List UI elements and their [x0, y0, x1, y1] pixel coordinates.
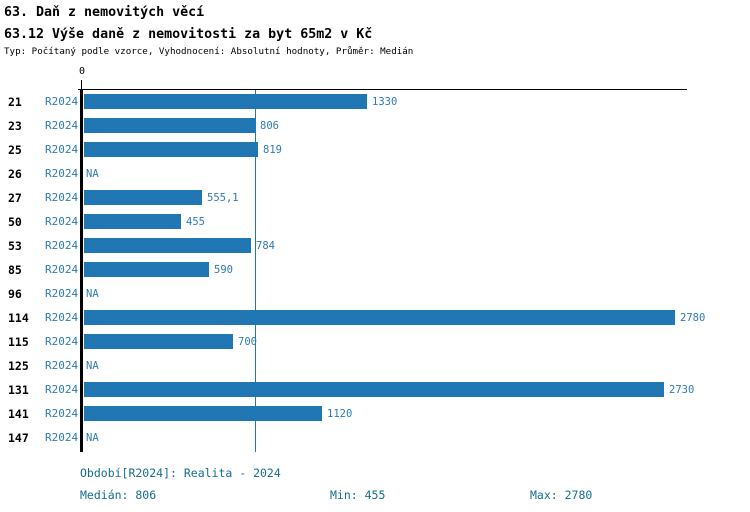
chart-subtitle: 63.12 Výše daně z nemovitosti za byt 65m… — [4, 27, 373, 42]
value-bar — [84, 94, 367, 109]
bar-value-label: 1120 — [327, 408, 353, 420]
row-period-label: R2024 — [45, 431, 79, 444]
bar-value-label: 2730 — [669, 384, 695, 396]
x-axis-zero-tick — [81, 80, 82, 89]
row-period-label: R2024 — [45, 191, 79, 204]
bar-value-label: 455 — [186, 216, 205, 228]
value-bar — [84, 142, 258, 157]
median-reference-line — [255, 90, 256, 452]
value-bar — [84, 262, 209, 277]
bar-row: 131 R2024 2730 — [0, 378, 750, 402]
row-category-label: 26 — [8, 167, 22, 181]
y-axis-line — [80, 89, 83, 452]
bar-row: 141 R2024 1120 — [0, 402, 750, 426]
row-category-label: 96 — [8, 287, 22, 301]
bar-row: 114 R2024 2780 — [0, 306, 750, 330]
row-period-label: R2024 — [45, 287, 79, 300]
bar-row: 115 R2024 700 — [0, 330, 750, 354]
row-period-label: R2024 — [45, 239, 79, 252]
bar-row: 50 R2024 455 — [0, 210, 750, 234]
na-value-label: NA — [86, 432, 99, 444]
row-category-label: 53 — [8, 239, 22, 253]
bar-row: 85 R2024 590 — [0, 258, 750, 282]
bar-value-label: 784 — [256, 240, 275, 252]
value-bar — [84, 310, 675, 325]
bar-row: 53 R2024 784 — [0, 234, 750, 258]
row-category-label: 115 — [8, 335, 29, 349]
row-period-label: R2024 — [45, 407, 79, 420]
value-bar — [84, 118, 255, 133]
na-value-label: NA — [86, 288, 99, 300]
value-bar — [84, 190, 202, 205]
row-period-label: R2024 — [45, 311, 79, 324]
bar-value-label: 1330 — [372, 96, 398, 108]
footer-median-stat: Medián: 806 — [80, 488, 157, 502]
chart-title: 63. Daň z nemovitých věcí — [4, 5, 205, 20]
row-period-label: R2024 — [45, 167, 79, 180]
footer-min-stat: Min: 455 — [330, 488, 386, 502]
value-bar — [84, 406, 322, 421]
row-period-label: R2024 — [45, 119, 79, 132]
row-period-label: R2024 — [45, 95, 79, 108]
footer-period-label: Období[R2024]: Realita - 2024 — [80, 466, 281, 480]
row-category-label: 50 — [8, 215, 22, 229]
bar-row: 21 R2024 1330 — [0, 90, 750, 114]
bar-row: 147 R2024 NA — [0, 426, 750, 450]
row-period-label: R2024 — [45, 215, 79, 228]
bar-row: 25 R2024 819 — [0, 138, 750, 162]
footer-max-stat: Max: 2780 — [530, 488, 593, 502]
value-bar — [84, 382, 664, 397]
row-period-label: R2024 — [45, 335, 79, 348]
row-category-label: 85 — [8, 263, 22, 277]
row-period-label: R2024 — [45, 143, 79, 156]
row-category-label: 25 — [8, 143, 22, 157]
x-axis-line — [78, 89, 687, 90]
row-category-label: 23 — [8, 119, 22, 133]
value-bar — [84, 214, 181, 229]
chart-meta-info: Typ: Počítaný podle vzorce, Vyhodnocení:… — [4, 46, 414, 57]
row-category-label: 147 — [8, 431, 29, 445]
row-category-label: 125 — [8, 359, 29, 373]
bar-value-label: 819 — [263, 144, 282, 156]
bar-row: 27 R2024 555,1 — [0, 186, 750, 210]
bar-row: 26 R2024 NA — [0, 162, 750, 186]
row-category-label: 114 — [8, 311, 29, 325]
bar-value-label: 2780 — [680, 312, 706, 324]
na-value-label: NA — [86, 360, 99, 372]
na-value-label: NA — [86, 168, 99, 180]
row-period-label: R2024 — [45, 383, 79, 396]
row-category-label: 131 — [8, 383, 29, 397]
row-category-label: 27 — [8, 191, 22, 205]
bar-value-label: 555,1 — [207, 192, 239, 204]
x-axis-zero-tick-label: 0 — [78, 66, 86, 77]
row-period-label: R2024 — [45, 263, 79, 276]
bar-value-label: 590 — [214, 264, 233, 276]
row-category-label: 141 — [8, 407, 29, 421]
value-bar — [84, 238, 251, 253]
bar-row: 23 R2024 806 — [0, 114, 750, 138]
bar-value-label: 806 — [260, 120, 279, 132]
row-category-label: 21 — [8, 95, 22, 109]
row-period-label: R2024 — [45, 359, 79, 372]
value-bar — [84, 334, 233, 349]
bar-row: 96 R2024 NA — [0, 282, 750, 306]
bar-row: 125 R2024 NA — [0, 354, 750, 378]
bar-value-label: 700 — [238, 336, 257, 348]
